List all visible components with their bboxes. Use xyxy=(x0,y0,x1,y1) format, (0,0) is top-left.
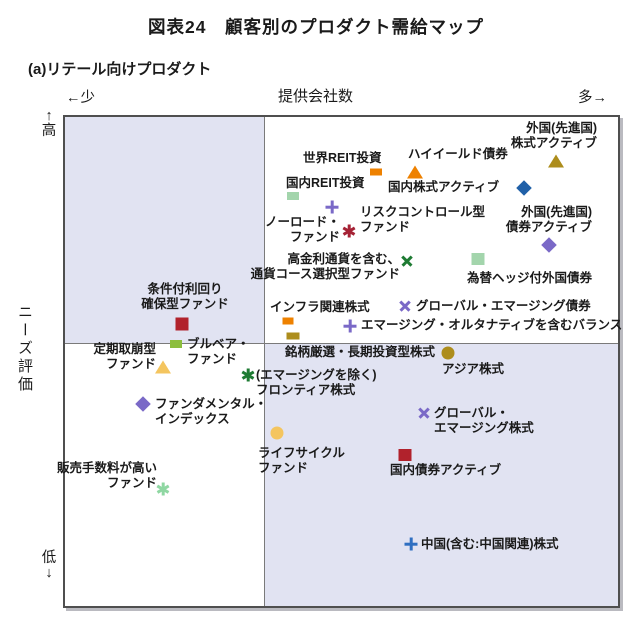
quadrant-divider-vertical xyxy=(264,117,266,606)
quadrant-divider-horizontal xyxy=(65,343,618,345)
figure-subtitle: (a)リテール向けプロダクト xyxy=(28,61,212,78)
x-axis-title: 提供会社数 xyxy=(278,88,354,105)
x-axis-max-label: 多→ xyxy=(578,90,607,106)
quadrant-top-left xyxy=(65,117,264,343)
down-arrow-icon: ↓ xyxy=(45,565,53,581)
plot-area xyxy=(63,115,620,608)
up-arrow-icon: ↑ xyxy=(45,108,53,124)
x-axis-min-label: ←少 xyxy=(66,90,95,106)
figure-title: 図表24 顧客別のプロダクト需給マップ xyxy=(148,17,484,37)
y-axis-title: ニーズ評価 xyxy=(16,304,33,394)
y-axis-high-label: ↑ 高 xyxy=(41,108,57,139)
y-axis-low-label: 低 ↓ xyxy=(41,550,57,581)
quadrant-bottom-right xyxy=(264,343,618,606)
